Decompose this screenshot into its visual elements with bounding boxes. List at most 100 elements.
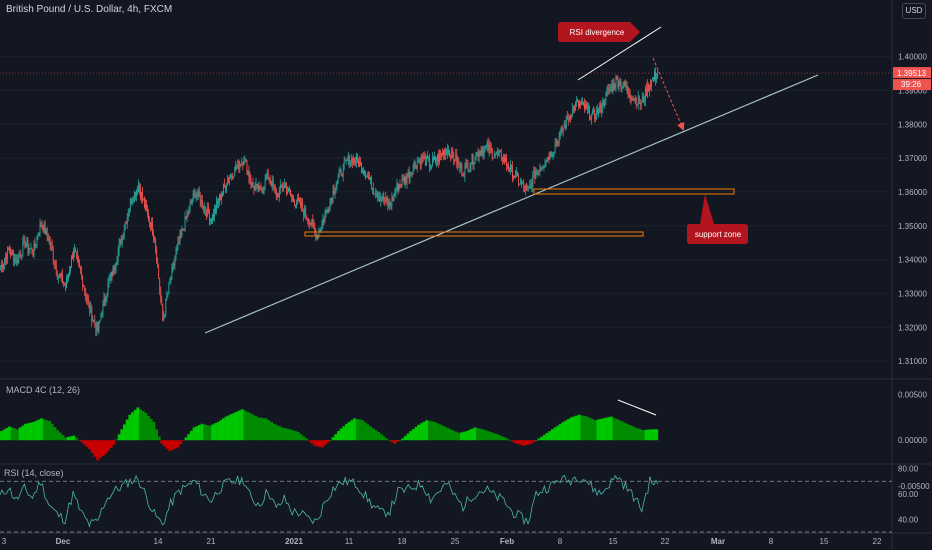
candle-body	[207, 206, 209, 214]
candle-body	[432, 158, 433, 166]
macd-bar	[326, 440, 330, 443]
candle-body	[536, 171, 538, 172]
candle-body	[85, 290, 87, 297]
macd-bar	[243, 410, 247, 441]
macd-bar	[240, 409, 244, 441]
candle-body	[41, 224, 43, 227]
candle-body	[305, 207, 307, 216]
candle-body	[346, 160, 348, 161]
candle-body	[507, 165, 508, 167]
candle-body	[463, 175, 465, 177]
macd-bar	[652, 429, 656, 441]
candle-body	[616, 77, 618, 79]
macd-bar	[385, 438, 389, 441]
macd-bar	[136, 407, 140, 441]
macd-bar	[104, 440, 108, 454]
candle-body	[576, 101, 577, 103]
candle-body	[646, 84, 648, 97]
macd-bar	[561, 422, 565, 441]
macd-bar	[465, 431, 469, 441]
macd-bar	[457, 432, 461, 441]
macd-bar	[534, 440, 538, 441]
candle-body	[629, 94, 631, 98]
time-tick-label: 15	[820, 537, 829, 546]
candle-body	[68, 273, 69, 278]
candle-body	[546, 157, 548, 162]
rsi-tick-label: 60.00	[898, 490, 919, 499]
candle-body	[395, 190, 397, 194]
support-zone-upper	[533, 188, 735, 195]
macd-bar	[542, 434, 546, 441]
macd-bar	[98, 440, 102, 459]
candle-body	[378, 196, 380, 199]
candle-body	[87, 298, 89, 300]
candle-body	[611, 85, 613, 92]
macd-bar	[310, 440, 314, 444]
candle-body	[81, 271, 83, 276]
candle-body	[242, 161, 244, 165]
candle-body	[106, 294, 108, 300]
candle-body	[593, 110, 595, 112]
candle-body	[422, 156, 424, 159]
drawings: RSI divergence support zone	[0, 22, 892, 416]
candle-body	[254, 186, 256, 191]
candle-body	[566, 116, 568, 120]
candle-body	[185, 216, 187, 219]
candle-body	[348, 154, 350, 164]
macd-bar	[599, 418, 603, 441]
candle-body	[284, 184, 285, 189]
macd-bar	[401, 438, 405, 441]
candle-body	[5, 256, 7, 260]
candle-body	[58, 274, 60, 276]
time-tick-label: 15	[609, 537, 618, 546]
macd-bar	[37, 419, 41, 441]
macd-bar	[585, 416, 589, 441]
candle-body	[274, 186, 276, 191]
candle-body	[643, 100, 645, 103]
macd-bar	[93, 440, 97, 457]
candle-body	[572, 107, 574, 110]
macd-bar	[125, 419, 129, 441]
candle-body	[210, 218, 211, 222]
candle-body	[40, 222, 42, 225]
candle-body	[528, 186, 530, 188]
macd-bar	[379, 434, 383, 441]
candle-body	[565, 116, 567, 129]
macd-bar	[278, 426, 282, 441]
macd-bar	[251, 414, 255, 441]
candle-body	[277, 193, 279, 198]
candle-body	[257, 184, 259, 192]
candle-body	[145, 203, 146, 208]
candle-body	[202, 207, 204, 210]
candle-body	[401, 178, 403, 186]
candle-body	[179, 233, 181, 243]
candle-body	[652, 78, 653, 81]
candle-body	[375, 194, 377, 196]
candle-body	[469, 166, 471, 170]
candle-body	[478, 154, 480, 158]
candle-body	[468, 169, 470, 172]
macd-bar	[628, 425, 632, 441]
macd-bar	[497, 434, 501, 441]
candle-body	[438, 155, 439, 163]
macd-bar	[615, 418, 619, 441]
candle-body	[63, 283, 64, 285]
candle-body	[542, 166, 544, 168]
candle-body	[630, 97, 632, 100]
macd-bar	[489, 432, 493, 441]
currency-button[interactable]: USD	[902, 3, 926, 19]
macd-bar	[304, 438, 308, 441]
axes: 1.31000 1.32000 1.33000 1.34000 1.35000 1.360…	[2, 53, 931, 546]
macd-bar	[280, 427, 284, 441]
macd-bar	[607, 417, 611, 441]
macd-bar	[235, 411, 239, 441]
candle-body	[218, 202, 219, 204]
candle-body	[523, 181, 525, 187]
macd-bar	[123, 424, 126, 441]
candle-body	[178, 241, 180, 243]
candle-body	[0, 268, 1, 269]
macd-bar	[358, 419, 362, 441]
candle-body	[76, 251, 77, 255]
candle-body	[20, 254, 22, 256]
candle-body	[243, 162, 245, 165]
